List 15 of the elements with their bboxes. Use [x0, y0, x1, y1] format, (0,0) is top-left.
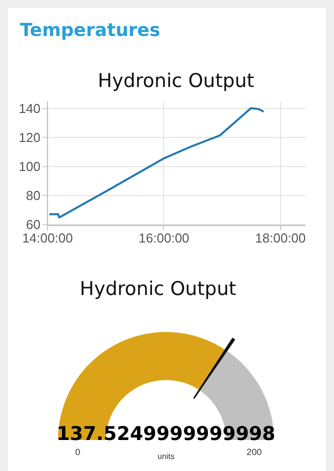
y-tick-label: 80: [26, 188, 40, 203]
y-tick-label: 120: [18, 130, 40, 145]
x-tick-label: 14:00:00: [22, 230, 73, 246]
text: 200: [246, 447, 262, 457]
line-series: [48, 107, 265, 218]
chart-title: Hydronic Output: [98, 70, 254, 92]
x-tick-label: 18:00:00: [255, 230, 306, 246]
y-tick-label: 140: [18, 100, 40, 116]
text: Temperatures: [20, 20, 160, 41]
text: units: [158, 452, 174, 461]
y-tick-label: 60: [26, 216, 40, 232]
y-tick-label: 100: [18, 158, 40, 174]
x-tick-label: 16:00:00: [138, 230, 190, 246]
text: 0: [75, 447, 80, 457]
text: Hydronic Output: [80, 278, 236, 300]
